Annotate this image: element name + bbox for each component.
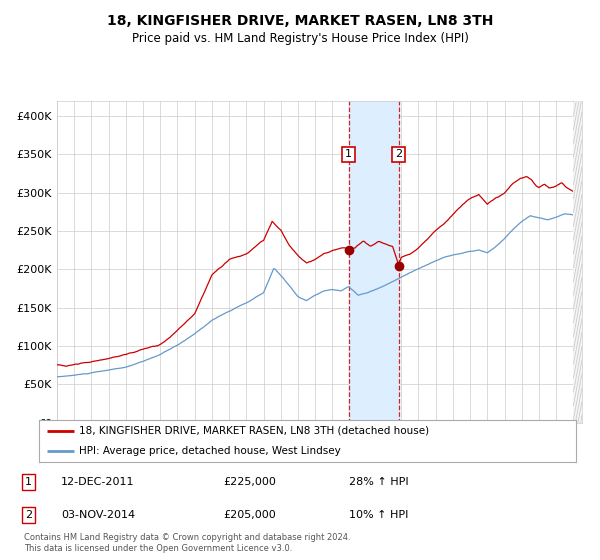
Text: 2: 2	[395, 150, 402, 160]
Text: 1: 1	[25, 477, 32, 487]
Bar	[349, 101, 398, 423]
Text: 12-DEC-2011: 12-DEC-2011	[61, 477, 134, 487]
Text: 10% ↑ HPI: 10% ↑ HPI	[349, 510, 408, 520]
Text: 1: 1	[345, 150, 352, 160]
Text: 18, KINGFISHER DRIVE, MARKET RASEN, LN8 3TH (detached house): 18, KINGFISHER DRIVE, MARKET RASEN, LN8 …	[79, 426, 430, 436]
Text: 18, KINGFISHER DRIVE, MARKET RASEN, LN8 3TH: 18, KINGFISHER DRIVE, MARKET RASEN, LN8 …	[107, 14, 493, 28]
Text: HPI: Average price, detached house, West Lindsey: HPI: Average price, detached house, West…	[79, 446, 341, 456]
Text: £225,000: £225,000	[223, 477, 276, 487]
Text: 2: 2	[25, 510, 32, 520]
Text: 28% ↑ HPI: 28% ↑ HPI	[349, 477, 408, 487]
Text: 03-NOV-2014: 03-NOV-2014	[61, 510, 135, 520]
Text: £205,000: £205,000	[223, 510, 276, 520]
Bar	[574, 101, 582, 423]
Text: Price paid vs. HM Land Registry's House Price Index (HPI): Price paid vs. HM Land Registry's House …	[131, 32, 469, 45]
Text: Contains HM Land Registry data © Crown copyright and database right 2024.
This d: Contains HM Land Registry data © Crown c…	[24, 533, 350, 553]
